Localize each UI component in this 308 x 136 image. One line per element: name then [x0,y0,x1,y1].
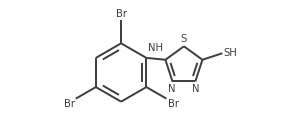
Text: Br: Br [63,99,75,109]
Text: SH: SH [224,48,237,58]
Text: NH: NH [148,43,163,53]
Text: Br: Br [168,99,179,109]
Text: Br: Br [116,9,127,19]
Text: S: S [181,34,187,44]
Text: N: N [168,84,176,94]
Text: N: N [192,84,200,94]
